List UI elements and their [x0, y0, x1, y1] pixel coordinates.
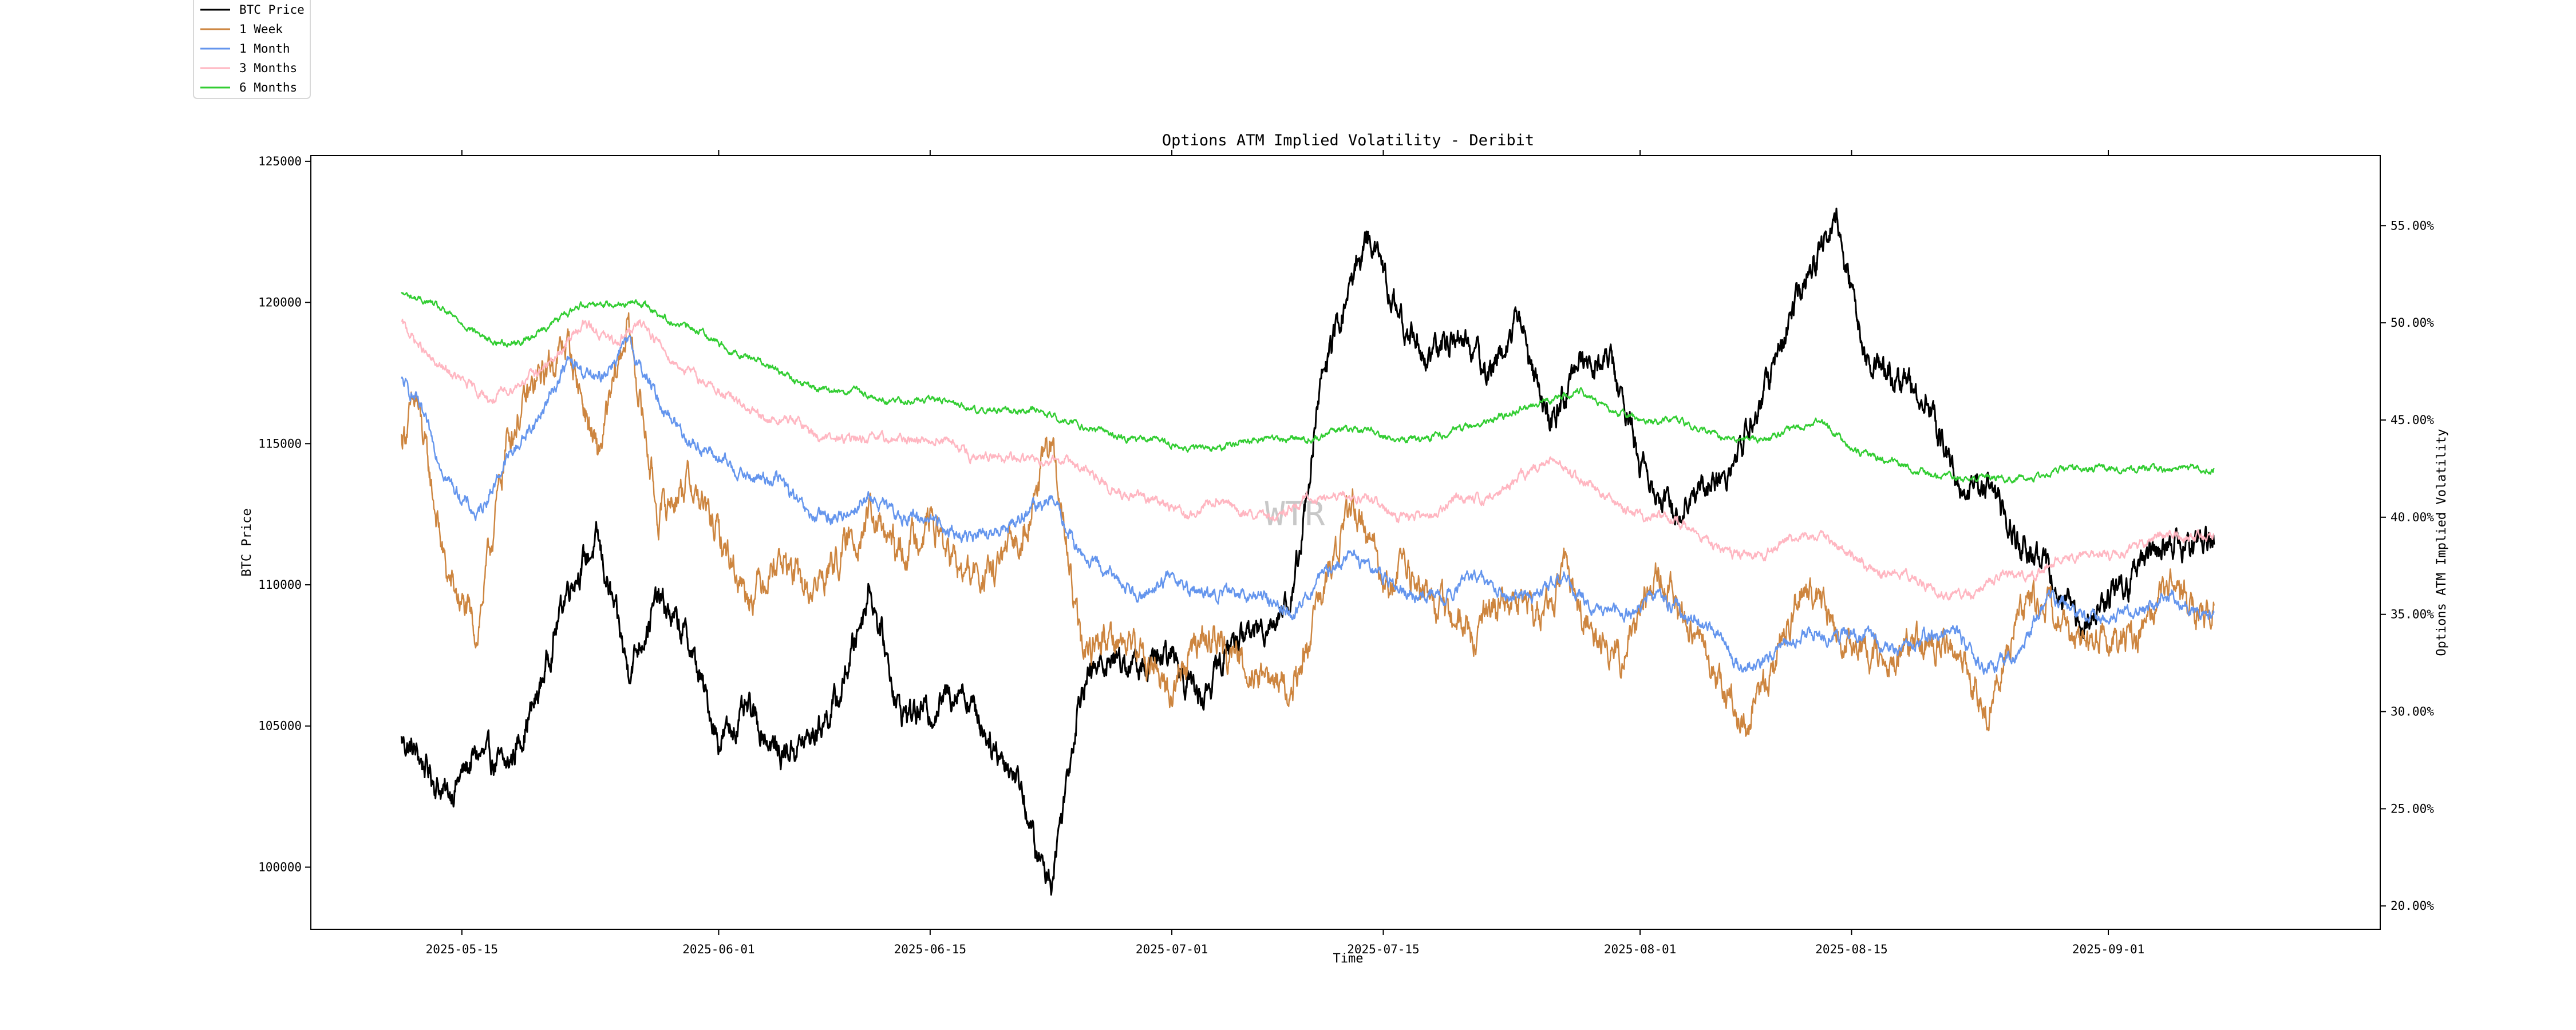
legend: BTC Price 1 Week 1 Month 3 Months 6 Months: [193, 0, 311, 99]
x-tick-label: 2025-07-01: [1136, 942, 1208, 956]
series-line-1-month: [401, 335, 2215, 675]
x-tick-label: 2025-07-15: [1347, 942, 1419, 956]
legend-frame: [193, 0, 311, 99]
y-right-tick-label: 35.00%: [2391, 608, 2434, 621]
legend-label: BTC Price: [239, 3, 305, 17]
x-tick-label: 2025-08-15: [1815, 942, 1887, 956]
y-right-axis-ticks: 20.00% 25.00% 30.00% 35.00% 40.00% 45.00% 50.0…: [2380, 219, 2434, 913]
y-left-axis-label: BTC Price: [240, 508, 254, 576]
x-axis-label: Time: [1333, 952, 1364, 966]
y-right-tick-label: 40.00%: [2391, 510, 2434, 524]
legend-label: 6 Months: [239, 81, 297, 94]
y-left-tick-label: 115000: [258, 437, 302, 450]
x-tick-label: 2025-05-15: [426, 942, 498, 956]
series-line-btc-price: [400, 207, 2215, 896]
y-left-axis-ticks: 100000 105000 110000 115000 120000 125000: [258, 154, 311, 874]
series-line-1-week: [401, 312, 2215, 737]
y-left-tick-label: 100000: [258, 860, 302, 874]
y-left-tick-label: 120000: [258, 296, 302, 310]
plot-frame: [310, 155, 2381, 930]
x-axis-ticks: 2025-05-15 2025-06-01 2025-06-15 2025-07-01…: [426, 150, 2144, 956]
y-right-tick-label: 45.00%: [2391, 413, 2434, 427]
legend-label: 3 Months: [239, 61, 297, 75]
watermark: WTR: [1265, 494, 1325, 533]
y-right-tick-label: 20.00%: [2391, 899, 2434, 913]
legend-items: BTC Price 1 Week 1 Month 3 Months 6 Months: [200, 3, 305, 94]
y-right-axis-label: Options ATM Implied Volatility: [2435, 429, 2449, 656]
chart-title: Options ATM Implied Volatility - Deribit: [1162, 132, 1534, 149]
y-right-tick-label: 30.00%: [2391, 705, 2434, 719]
x-tick-label: 2025-08-01: [1604, 942, 1676, 956]
legend-label: 1 Month: [239, 42, 290, 56]
x-tick-label: 2025-09-01: [2072, 942, 2144, 956]
y-left-tick-label: 105000: [258, 719, 302, 733]
series-line-3-months: [401, 318, 2215, 601]
series-layer: [400, 207, 2215, 896]
y-left-tick-label: 125000: [258, 154, 302, 168]
y-left-tick-label: 110000: [258, 578, 302, 592]
x-tick-label: 2025-06-15: [894, 942, 966, 956]
y-right-tick-label: 25.00%: [2391, 802, 2434, 815]
legend-label: 1 Week: [239, 22, 283, 36]
y-right-tick-label: 50.00%: [2391, 316, 2434, 330]
y-right-tick-label: 55.00%: [2391, 219, 2434, 232]
x-tick-label: 2025-06-01: [682, 942, 754, 956]
series-line-6-months: [401, 291, 2215, 484]
